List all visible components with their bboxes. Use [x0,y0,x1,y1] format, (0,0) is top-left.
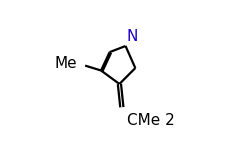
Text: Me: Me [55,56,77,71]
Text: N: N [126,29,137,44]
Text: CMe 2: CMe 2 [127,113,175,128]
